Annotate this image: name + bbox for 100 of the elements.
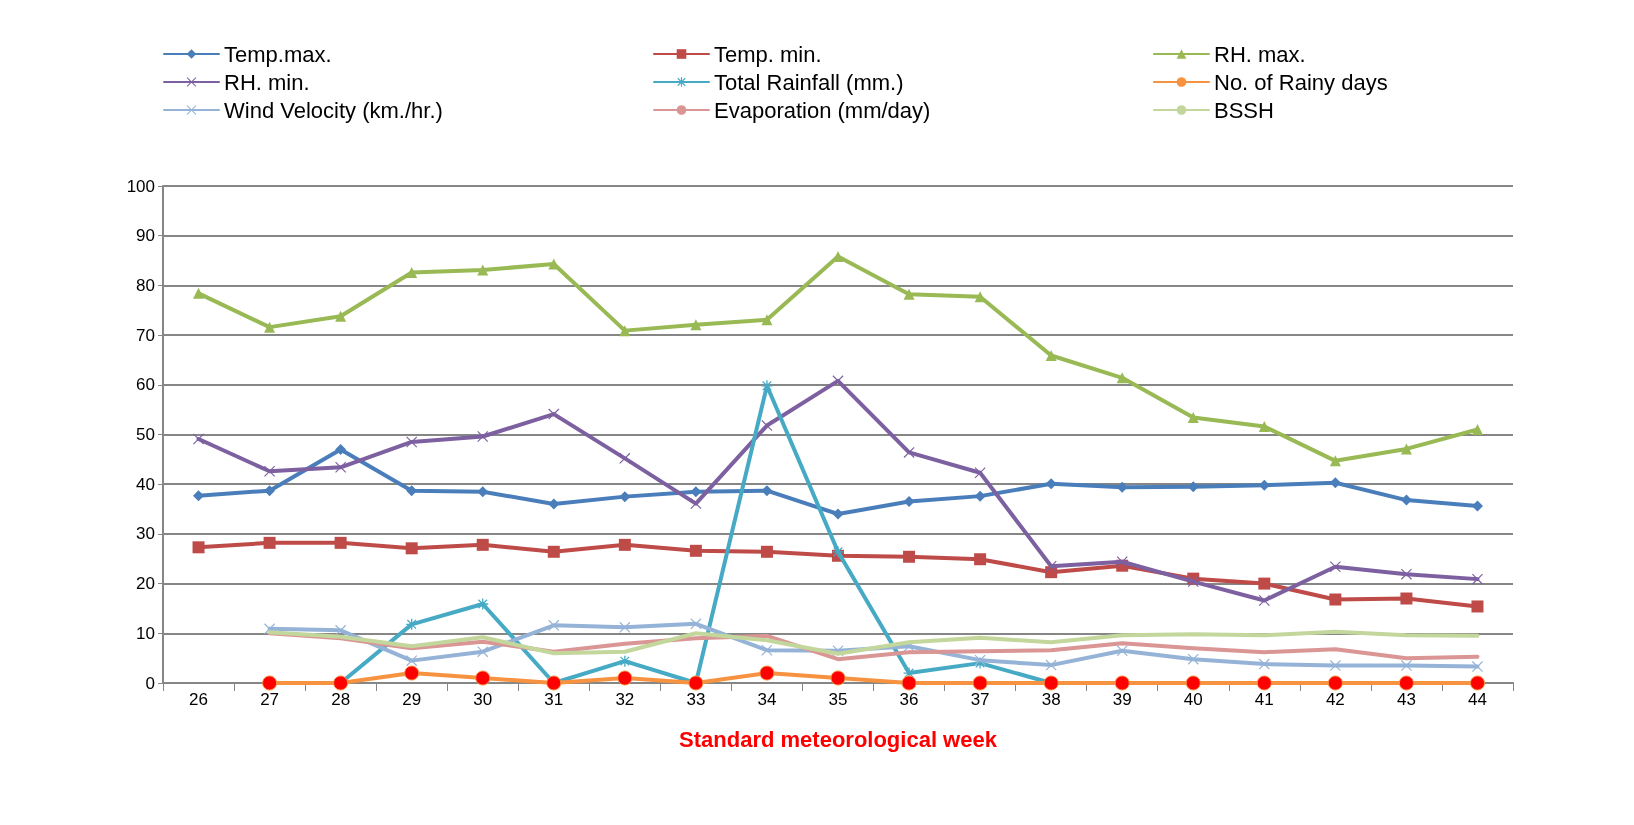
point — [193, 433, 205, 445]
point — [406, 436, 418, 448]
point — [832, 546, 844, 558]
legend-label: Temp.max. — [224, 41, 332, 67]
legend-label: BSSH — [1214, 97, 1274, 123]
x-tick-label: 42 — [1325, 690, 1345, 709]
x-tick-label: 41 — [1254, 690, 1274, 709]
point — [477, 264, 489, 276]
x-tick-label: 31 — [544, 690, 564, 709]
point — [1258, 595, 1270, 606]
y-tick-label: 20 — [136, 574, 155, 594]
x-tick-label: 44 — [1468, 690, 1487, 709]
x-axis-title: Standard meteorological week — [679, 726, 998, 752]
x-tick-label: 43 — [1396, 690, 1416, 709]
point — [617, 670, 633, 686]
point — [1116, 556, 1128, 568]
point — [903, 550, 916, 563]
point — [1045, 560, 1057, 572]
point — [903, 288, 915, 300]
point — [619, 621, 631, 633]
x-tick-label: 34 — [757, 690, 777, 709]
x-tick-label: 27 — [260, 690, 280, 709]
point — [1329, 561, 1341, 573]
point — [689, 544, 702, 557]
point — [690, 618, 702, 630]
point — [264, 321, 276, 333]
point — [193, 287, 205, 299]
point — [477, 486, 489, 498]
point — [903, 446, 915, 458]
point — [1329, 593, 1342, 606]
point — [1469, 675, 1485, 691]
point — [192, 541, 205, 554]
x-tick-label: 29 — [402, 690, 422, 709]
x-tick-label: 33 — [686, 690, 706, 709]
point — [477, 598, 489, 610]
x-tick-label: 28 — [331, 690, 351, 709]
x-tick-label: 36 — [899, 690, 919, 709]
point — [1116, 372, 1128, 384]
point — [335, 443, 347, 455]
point — [1400, 443, 1412, 455]
x-tick-label: 37 — [970, 690, 990, 709]
point — [548, 408, 560, 420]
y-tick-label: 80 — [136, 275, 155, 295]
point — [761, 314, 773, 326]
point — [1187, 653, 1199, 665]
point — [1327, 675, 1343, 691]
point — [619, 655, 631, 667]
point — [1400, 568, 1412, 580]
point — [264, 623, 276, 635]
point — [1045, 659, 1057, 671]
point — [972, 675, 988, 691]
point — [404, 665, 420, 681]
point — [1185, 675, 1201, 691]
point — [1329, 455, 1341, 467]
point — [974, 467, 986, 479]
point — [901, 675, 917, 691]
point — [1471, 600, 1484, 613]
point — [405, 542, 418, 555]
y-tick-label: 60 — [136, 375, 155, 395]
legend-label: RH. min. — [224, 69, 310, 95]
point — [830, 670, 846, 686]
point — [548, 619, 560, 631]
y-tick-label: 70 — [136, 325, 155, 345]
y-tick-label: 100 — [126, 176, 155, 196]
legend-label: Total Rainfall (mm.) — [714, 69, 904, 95]
point — [974, 553, 987, 566]
point — [1400, 592, 1413, 605]
legend-label: No. of Rainy days — [1214, 69, 1388, 95]
x-tick-label: 40 — [1183, 690, 1203, 709]
y-tick-label: 50 — [136, 425, 155, 444]
point — [335, 310, 347, 322]
point — [1258, 421, 1270, 433]
point — [263, 536, 276, 549]
x-tick-label: 35 — [828, 690, 848, 709]
point — [760, 545, 773, 558]
legend-label: Wind Velocity (km./hr.) — [224, 97, 443, 123]
y-tick-label: 40 — [136, 474, 155, 494]
point — [1258, 658, 1270, 670]
point — [759, 665, 775, 681]
point — [619, 325, 631, 337]
x-tick-label: 30 — [473, 690, 493, 709]
x-tick-label: 39 — [1112, 690, 1132, 709]
point — [690, 498, 702, 510]
point — [1258, 577, 1271, 590]
point — [1471, 424, 1483, 436]
y-tick-label: 10 — [136, 623, 155, 643]
x-tick-label: 38 — [1041, 690, 1061, 709]
point — [547, 545, 560, 558]
point — [1187, 412, 1199, 424]
point — [476, 538, 489, 551]
point — [832, 508, 844, 520]
point — [1471, 573, 1483, 585]
y-tick-label: 0 — [145, 673, 155, 693]
y-tick-label: 30 — [136, 524, 155, 544]
point — [1256, 675, 1272, 691]
legend-label: RH. max. — [1214, 41, 1306, 67]
legend-label: Evaporation (mm/day) — [714, 97, 931, 123]
point — [832, 375, 844, 387]
point — [618, 538, 631, 551]
point — [1329, 660, 1341, 672]
